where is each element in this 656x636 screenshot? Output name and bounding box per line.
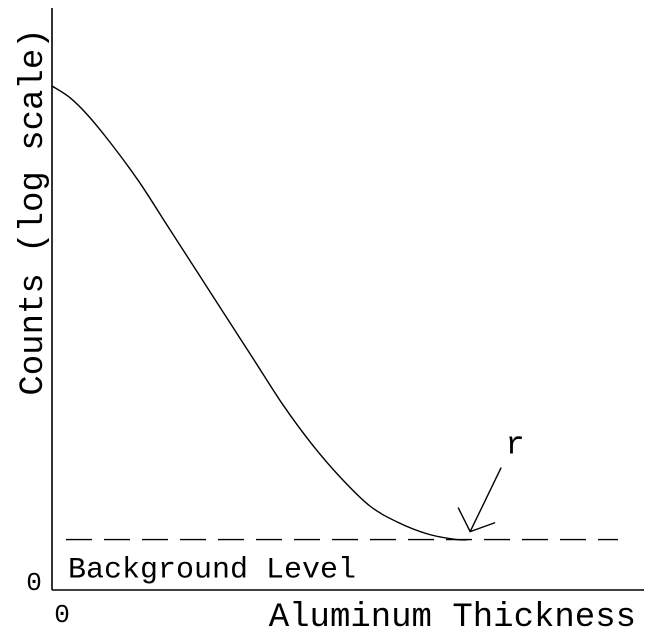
series-group (51, 85, 469, 541)
x-axis-label: Aluminum Thickness (269, 599, 636, 636)
annotation-arrow-head (457, 507, 496, 533)
y-axis-label: Counts (log scale) (15, 28, 53, 395)
annotation-arrow-shaft (469, 467, 502, 532)
background-level-label: Background Level (68, 554, 356, 588)
counts-curve (51, 85, 469, 541)
annotations-group: r (457, 427, 525, 533)
y-tick-label: 0 (26, 568, 42, 598)
annotation-label-r: r (506, 427, 525, 464)
x-tick-label: 0 (54, 600, 70, 630)
reference-lines: Background Level (66, 538, 618, 588)
